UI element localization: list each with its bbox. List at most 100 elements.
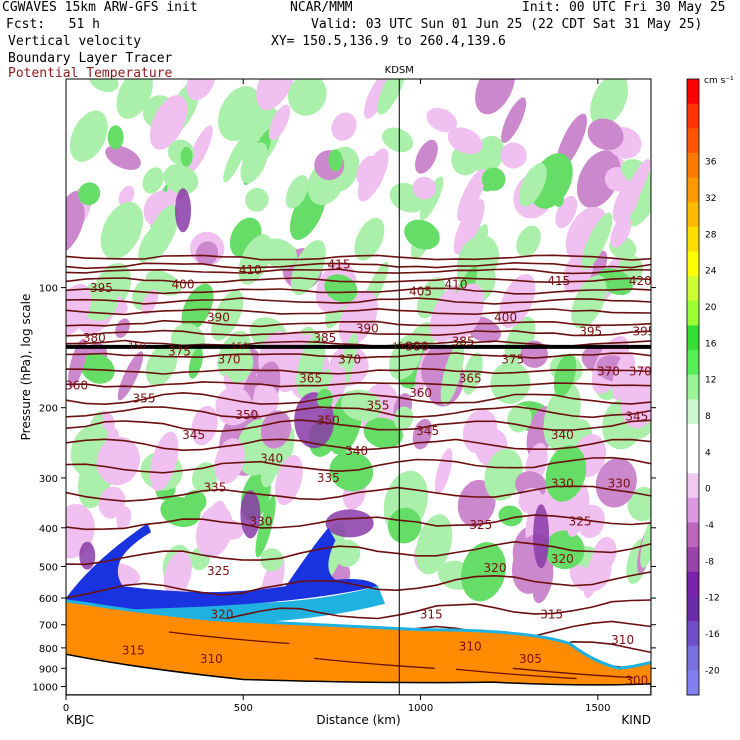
vertical-velocity-cell — [571, 275, 607, 329]
vertical-velocity-cell — [453, 199, 485, 255]
vertical-velocity-cell — [387, 507, 422, 544]
strong-downdraft-cell — [533, 504, 550, 569]
vertical-velocity-cell — [443, 283, 485, 342]
x-tick-label: 1500 — [585, 703, 610, 714]
vertical-velocity-cell — [625, 176, 651, 227]
theta-contour-label: 320 — [551, 552, 574, 566]
boundary-layer-tracer-area — [66, 600, 651, 695]
vertical-velocity-cell — [498, 505, 523, 527]
theta-contour-label: 370 — [597, 364, 620, 378]
theta-contour-line — [66, 540, 651, 566]
theta-contour-label: 385 — [313, 331, 336, 345]
vertical-velocity-cell — [620, 365, 651, 429]
colorbar-swatch — [687, 497, 699, 524]
theta-contour-label: 310 — [200, 652, 223, 666]
theta-contour-label: 410 — [239, 263, 262, 277]
vertical-velocity-cell — [186, 79, 216, 101]
station-marker-label: KDSM — [385, 65, 414, 76]
header-xy: XY= 150.5,136.9 to 260.4,139.6 — [271, 34, 506, 49]
colorbar-swatch — [687, 621, 699, 647]
y-tick-label: 200 — [39, 404, 58, 415]
theta-contour-line — [66, 405, 651, 419]
vertical-velocity-cell — [191, 462, 218, 493]
colorbar-swatch — [687, 596, 699, 622]
vertical-velocity-cell — [96, 436, 141, 486]
theta-label-bg — [134, 706, 162, 719]
header-init: Init: 00 UTC Fri 30 May 25 — [522, 0, 726, 15]
vertical-velocity-cell — [414, 139, 438, 174]
vertical-velocity-cell — [447, 127, 483, 155]
vertical-velocity-cell — [285, 175, 309, 209]
theta-contour-label: 330 — [608, 476, 631, 490]
strong-updraft-cell — [553, 191, 564, 208]
theta-contour-line — [66, 438, 651, 452]
vertical-velocity-cell — [81, 411, 103, 471]
vertical-velocity-cell — [255, 496, 276, 558]
theta-contour-label: 355 — [367, 399, 390, 413]
theta-contour-line — [66, 571, 651, 599]
colorbar-swatch — [687, 350, 699, 376]
theta-contour-label: 325 — [207, 564, 230, 578]
potential-temperature-contours — [66, 254, 651, 681]
colorbar-tick-label: -4 — [705, 521, 714, 531]
theta-contour-line — [66, 254, 651, 261]
theta-contour-label: 410 — [445, 278, 468, 292]
vertical-velocity-cell — [105, 145, 141, 170]
vertical-velocity-cell — [218, 86, 262, 142]
theta-contour-label: 315 — [540, 607, 563, 621]
vertical-velocity-cell — [426, 107, 458, 133]
vertical-velocity-cell — [382, 127, 414, 153]
strong-downdraft-cell — [325, 509, 374, 538]
vertical-velocity-cell — [287, 79, 327, 116]
vertical-velocity-cell — [248, 383, 279, 419]
vertical-velocity-cell — [612, 179, 641, 224]
vertical-velocity-cell — [543, 382, 581, 449]
vertical-velocity-cell — [592, 536, 617, 571]
vertical-velocity-cell — [499, 274, 536, 328]
vertical-velocity-cell — [245, 187, 269, 212]
colorbar-tick-label: -8 — [705, 557, 714, 567]
vertical-velocity-cell — [261, 238, 298, 269]
left-station-label: KBJC — [66, 713, 94, 727]
vertical-velocity-cell — [595, 458, 637, 508]
vertical-velocity-cell — [481, 167, 506, 191]
vertical-velocity-cell — [88, 79, 119, 93]
colorbar-tick-label: 16 — [705, 339, 717, 349]
colorbar-swatch — [687, 522, 699, 548]
theta-contour-line — [66, 367, 651, 375]
y-axis-label: Pressure (hPa), log scale — [19, 294, 33, 441]
colorbar-swatch — [687, 473, 699, 499]
vertical-velocity-cell — [116, 79, 153, 119]
tracer-level-label: 150 — [392, 342, 409, 352]
colorbar-tick-label: 28 — [705, 230, 717, 240]
vertical-velocity-cell — [416, 514, 453, 575]
y-tick-label: 900 — [39, 664, 58, 675]
strong-updraft-cell — [316, 388, 333, 409]
boundary-layer-tracer-fill — [66, 599, 651, 695]
colorbar-tick-label: 8 — [705, 412, 711, 422]
theta-contour-line — [66, 261, 651, 270]
colorbar-swatch — [687, 547, 699, 573]
vertical-velocity-cell — [196, 504, 233, 558]
vertical-velocity-cell — [354, 217, 385, 261]
vertical-velocity-cell — [163, 551, 192, 597]
theta-contour-line — [66, 352, 651, 359]
colorbar-tick-label: 36 — [705, 158, 717, 168]
vertical-velocity-cell — [412, 176, 437, 200]
theta-contour-label: 335 — [317, 471, 340, 485]
field-name-boundary-layer-tracer: Boundary Layer Tracer — [8, 51, 173, 66]
theta-contour-line-lower — [455, 668, 577, 680]
theta-contour-label: 310 — [611, 633, 634, 647]
colorbar-swatch — [687, 448, 699, 474]
vertical-velocity-cell — [80, 353, 115, 384]
vertical-velocity-cell — [268, 104, 291, 141]
colorbar-tick-label: 0 — [705, 485, 711, 495]
tracer-level-line: 150 150 150 — [66, 342, 651, 352]
theta-contour-label: 345 — [182, 428, 205, 442]
colorbar-swatch — [687, 325, 699, 351]
theta-contour-line — [66, 391, 651, 406]
theta-contour-label: 315 — [420, 607, 443, 621]
colorbar-tick-label: 24 — [705, 267, 717, 277]
strong-updraft-cell — [107, 125, 124, 150]
